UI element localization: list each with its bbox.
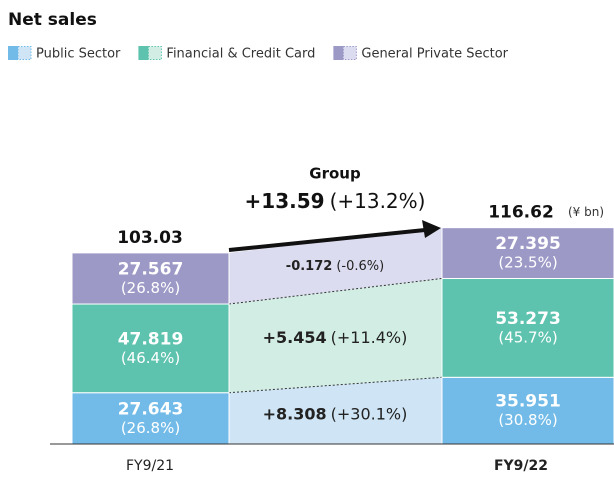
total-label: 116.62: [488, 203, 554, 223]
change-value: -0.172: [286, 258, 333, 273]
legend-label: General Private Sector: [361, 47, 508, 62]
bridge-change: +5.454 (+11.4%): [263, 328, 408, 347]
segment-value: 35.951: [495, 392, 561, 412]
segment-share: (45.7%): [498, 328, 557, 346]
legend-label: Public Sector: [36, 47, 121, 62]
legend-swatch: [8, 46, 18, 60]
change-pct: (-0.6%): [336, 258, 384, 273]
segment-value: 27.567: [118, 259, 184, 279]
segment-value: 47.819: [118, 329, 184, 349]
segment-share: (46.4%): [121, 349, 180, 367]
bar-segment: [441, 227, 614, 279]
legend-swatch: [17, 46, 32, 60]
legend-swatch: [147, 46, 162, 60]
change-pct: (+11.4%): [331, 328, 408, 347]
total-label: 103.03: [117, 228, 183, 248]
segment-share: (23.5%): [498, 254, 557, 272]
bridge-band: [229, 278, 442, 393]
segment-share: (30.8%): [498, 411, 557, 429]
bridge-change: +8.308 (+30.1%): [263, 404, 408, 423]
bridge-band: [229, 377, 442, 444]
legend-label: Financial & Credit Card: [166, 47, 315, 62]
bridge-band: [229, 227, 442, 305]
change-value: +8.308: [263, 404, 327, 423]
segment-share: (26.8%): [121, 279, 180, 297]
group-label: Group: [309, 165, 361, 183]
bar-segment: [71, 252, 230, 305]
segment-value: 27.643: [118, 399, 184, 419]
change-pct: (+30.1%): [331, 404, 408, 423]
segment-value: 27.395: [495, 234, 561, 254]
x-tick-label: FY9/22: [494, 458, 548, 474]
group-arrowhead: [422, 220, 441, 238]
unit-label: (¥ bn): [568, 205, 604, 219]
bridge-change: -0.172 (-0.6%): [286, 258, 384, 273]
legend-swatch: [333, 46, 344, 60]
segment-share: (26.8%): [121, 419, 180, 437]
bar-segment: [71, 303, 230, 394]
change-value: +5.454: [263, 328, 327, 347]
group-change-value: +13.59: [245, 189, 325, 213]
group-change-pct: (+13.2%): [330, 189, 426, 213]
legend-swatch: [138, 46, 149, 60]
chart-title: Net sales: [8, 10, 97, 30]
bridge-divider: [228, 376, 443, 394]
group-change: +13.59 (+13.2%): [245, 189, 426, 213]
group-arrow: [228, 228, 426, 252]
legend-swatch: [342, 46, 357, 60]
bar-segment: [441, 376, 614, 445]
x-tick-label: FY9/21: [126, 458, 174, 474]
segment-value: 53.273: [495, 309, 561, 329]
